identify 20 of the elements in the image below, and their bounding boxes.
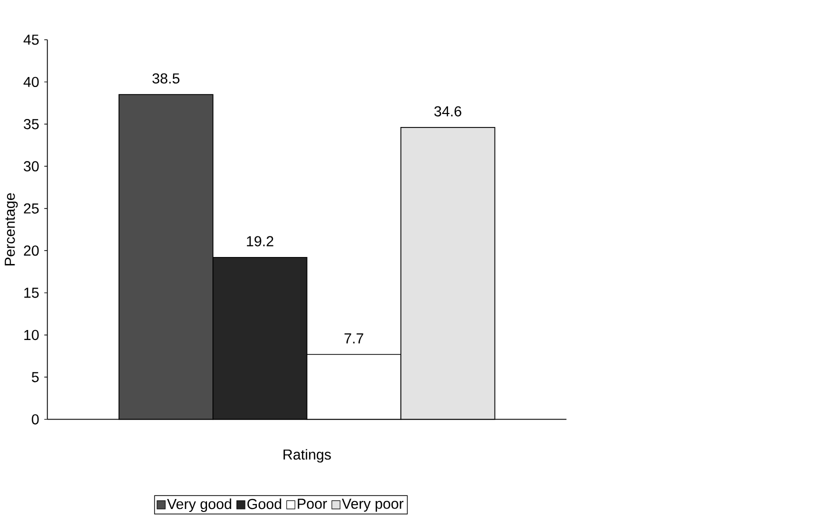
y-tick-label: 30: [24, 161, 39, 172]
legend-label: Poor: [298, 498, 327, 509]
y-tick-label: 45: [24, 34, 39, 45]
y-tick-label: 10: [24, 330, 39, 340]
legend-label: Good: [247, 498, 282, 510]
y-tick-label: 5: [32, 372, 39, 382]
y-tick-label: 0: [32, 414, 39, 424]
data-label: 34.6: [434, 106, 462, 116]
legend-label: Very good: [167, 498, 232, 512]
y-axis-title: Percentage: [4, 193, 18, 266]
y-tick-label: 15: [24, 288, 39, 298]
data-label: 19.2: [246, 236, 274, 246]
legend-label: Very poor: [342, 498, 404, 512]
y-tick-label: 20: [24, 246, 39, 256]
y-tick-label: 35: [24, 118, 39, 130]
y-tick-label: 25: [24, 203, 39, 214]
x-axis-title: Ratings: [284, 449, 331, 463]
data-label: 7.7: [344, 333, 364, 344]
y-tick-label: 40: [24, 76, 39, 88]
data-label: 38.5: [152, 73, 180, 84]
